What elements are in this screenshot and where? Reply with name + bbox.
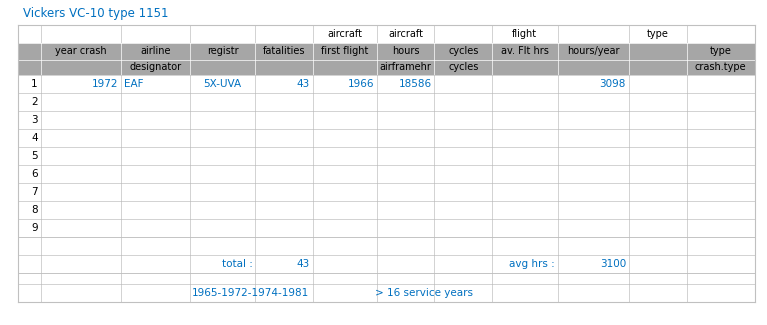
- Text: 3: 3: [31, 115, 38, 125]
- Text: 18586: 18586: [398, 79, 432, 89]
- Text: 3098: 3098: [600, 79, 626, 89]
- Text: fatalities: fatalities: [263, 46, 305, 57]
- Text: 4: 4: [31, 133, 38, 143]
- Text: year crash: year crash: [55, 46, 107, 57]
- Text: Vickers VC-10 type 1151: Vickers VC-10 type 1151: [23, 7, 169, 20]
- Text: 8: 8: [31, 205, 38, 215]
- Text: designator: designator: [130, 62, 182, 72]
- Text: 43: 43: [297, 259, 310, 269]
- Text: total :: total :: [222, 259, 252, 269]
- Text: 1965-1972-1974-1981: 1965-1972-1974-1981: [192, 288, 309, 298]
- Text: av. Flt hrs: av. Flt hrs: [501, 46, 549, 57]
- Bar: [18, 43, 755, 75]
- Text: hours: hours: [392, 46, 420, 57]
- Text: 1972: 1972: [92, 79, 118, 89]
- Text: avg hrs :: avg hrs :: [509, 259, 555, 269]
- Text: cycles: cycles: [448, 46, 479, 57]
- Text: 1: 1: [31, 79, 38, 89]
- Text: airframehr: airframehr: [380, 62, 432, 72]
- Text: 6: 6: [31, 169, 38, 179]
- Text: crash.type: crash.type: [695, 62, 746, 72]
- Text: type: type: [647, 29, 669, 39]
- Text: 1966: 1966: [347, 79, 374, 89]
- Text: aircraft: aircraft: [388, 29, 423, 39]
- Text: type: type: [709, 46, 732, 57]
- Text: 7: 7: [31, 187, 38, 197]
- Text: flight: flight: [512, 29, 538, 39]
- Text: 5: 5: [31, 151, 38, 161]
- Text: 3100: 3100: [600, 259, 626, 269]
- Text: 9: 9: [31, 223, 38, 233]
- Text: hours/year: hours/year: [567, 46, 620, 57]
- Text: cycles: cycles: [448, 62, 479, 72]
- Text: first flight: first flight: [321, 46, 369, 57]
- Text: airline: airline: [140, 46, 171, 57]
- Text: 5X-UVA: 5X-UVA: [203, 79, 242, 89]
- Text: aircraft: aircraft: [328, 29, 363, 39]
- Text: > 16 service years: > 16 service years: [375, 288, 473, 298]
- Text: registr: registr: [207, 46, 239, 57]
- Text: 43: 43: [297, 79, 310, 89]
- Text: EAF: EAF: [124, 79, 143, 89]
- Text: 2: 2: [31, 97, 38, 107]
